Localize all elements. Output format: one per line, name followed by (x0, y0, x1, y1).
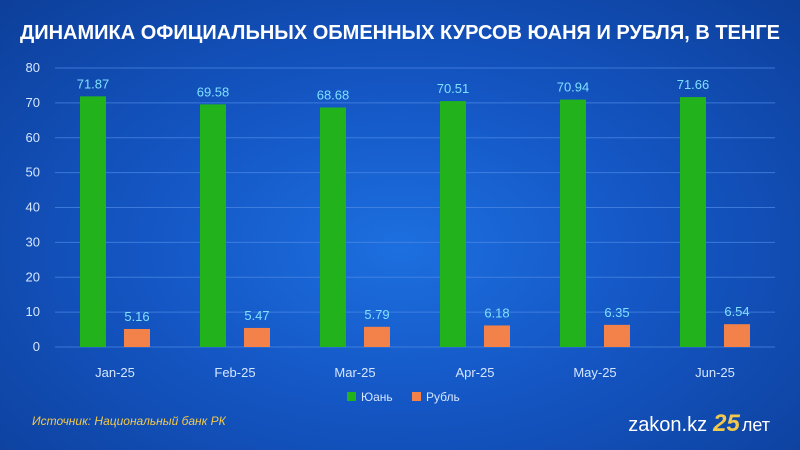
brand-number: 25 (713, 410, 740, 437)
bar-ruble (604, 324, 630, 347)
brand-suffix: лет (741, 415, 770, 435)
data-label: 70.51 (437, 81, 470, 96)
data-label: 5.79 (364, 307, 389, 322)
bar-ruble (244, 327, 270, 347)
bar-yuan (680, 97, 706, 347)
brand-name: zakon.kz (628, 414, 708, 436)
bar-ruble (724, 324, 750, 347)
legend-yuan-swatch (347, 392, 356, 401)
y-tick-label: 50 (26, 165, 40, 180)
brand-logo: zakon.kz 25 лет (628, 410, 770, 438)
y-tick-label: 0 (33, 339, 40, 354)
legend-yuan-label: Юань (361, 390, 393, 404)
y-tick-label: 20 (26, 269, 40, 284)
x-tick-label: Apr-25 (455, 365, 494, 380)
data-label: 6.54 (724, 304, 749, 319)
y-tick-label: 10 (26, 304, 40, 319)
y-tick-label: 60 (26, 130, 40, 145)
data-label: 69.58 (197, 84, 230, 99)
bar-ruble (364, 326, 390, 347)
data-label: 71.87 (77, 76, 110, 91)
bar-yuan (320, 107, 346, 347)
bar-yuan (80, 96, 106, 347)
data-label: 5.16 (124, 309, 149, 324)
bar-ruble (124, 329, 150, 347)
source-note: Источник: Национальный банк РК (32, 414, 226, 428)
legend-ruble-swatch (412, 392, 421, 401)
x-tick-label: Mar-25 (334, 365, 375, 380)
bar-yuan (560, 99, 586, 348)
bar-yuan (440, 101, 466, 347)
bar-yuan (200, 104, 226, 347)
bar-ruble (484, 325, 510, 347)
data-label: 5.47 (244, 308, 269, 323)
data-label: 68.68 (317, 87, 350, 102)
data-label: 6.18 (484, 305, 509, 320)
x-tick-label: Feb-25 (214, 365, 255, 380)
data-label: 6.35 (604, 305, 629, 320)
x-tick-label: Jun-25 (695, 365, 735, 380)
y-tick-label: 40 (26, 200, 40, 215)
data-label: 71.66 (677, 77, 710, 92)
x-tick-label: May-25 (573, 365, 616, 380)
y-tick-label: 80 (26, 60, 40, 75)
y-tick-label: 30 (26, 234, 40, 249)
y-tick-label: 70 (26, 95, 40, 110)
x-tick-label: Jan-25 (95, 365, 135, 380)
chart-title: ДИНАМИКА ОФИЦИАЛЬНЫХ ОБМЕННЫХ КУРСОВ ЮАН… (19, 22, 780, 44)
data-label: 70.94 (557, 80, 590, 95)
legend-ruble-label: Рубль (426, 390, 460, 404)
